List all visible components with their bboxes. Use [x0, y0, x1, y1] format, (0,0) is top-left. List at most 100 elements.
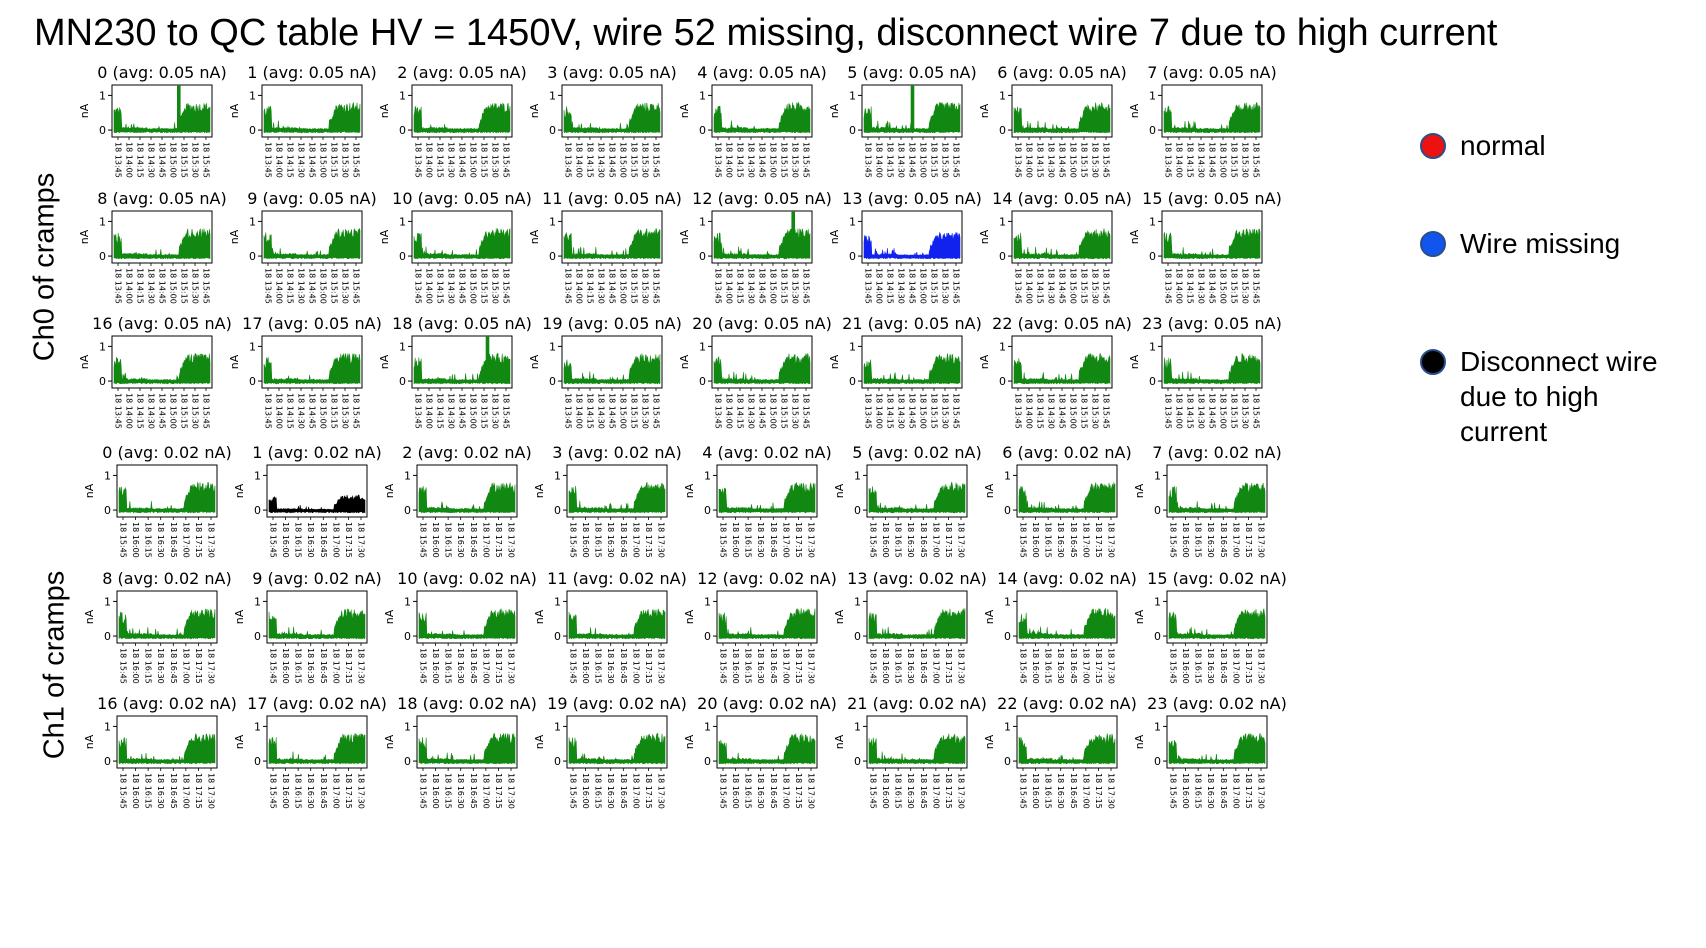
- x-tick-label: 18 15:15: [1080, 393, 1089, 429]
- series-trace: [568, 608, 666, 640]
- subplot-1-8: 8 (avg: 0.02 nA) 0 1 nA 18 15:45 18 16:00 18 1…: [83, 569, 232, 684]
- x-tick-label: 18 14:00: [425, 268, 434, 304]
- x-tick-label: 18 16:00: [581, 773, 590, 809]
- x-tick-label: 18 14:30: [297, 142, 306, 178]
- x-tick-label: 18 17:15: [1094, 773, 1103, 809]
- y-tick-label: 1: [254, 595, 261, 608]
- series-trace: [113, 353, 211, 385]
- subplot-1-18: 18 (avg: 0.02 nA) 0 1 nA 18 15:45 18 16:00 18 …: [383, 694, 537, 809]
- x-tick-label: 18 15:30: [641, 268, 650, 304]
- y-axis-label: nA: [78, 103, 91, 118]
- subplot-title: 21 (avg: 0.05 nA): [842, 314, 982, 333]
- x-tick-label: 18 17:30: [1107, 522, 1116, 558]
- y-tick-label: 1: [249, 215, 256, 228]
- y-axis-label: nA: [828, 229, 841, 244]
- x-tick-label: 18 13:45: [1014, 393, 1023, 429]
- subplot-1-11: 11 (avg: 0.02 nA) 0 1 nA 18 15:45 18 16:00 18 …: [533, 569, 687, 684]
- y-tick-label: 1: [1154, 720, 1161, 733]
- y-tick-label: 0: [399, 250, 406, 263]
- y-axis-label: nA: [383, 483, 396, 498]
- x-tick-label: 18 17:00: [781, 522, 790, 558]
- subplot-1-21: 21 (avg: 0.02 nA) 0 1 nA 18 15:45 18 16:00 18 …: [833, 694, 987, 809]
- x-tick-label: 18 15:00: [919, 393, 928, 429]
- y-tick-label: 1: [1004, 469, 1011, 482]
- x-tick-label: 18 17:15: [644, 522, 653, 558]
- series-trace: [568, 481, 666, 514]
- x-tick-label: 18 14:45: [758, 142, 767, 178]
- x-tick-label: 18 16:30: [306, 522, 315, 558]
- x-tick-label: 18 16:30: [156, 522, 165, 558]
- y-axis-label: nA: [533, 609, 546, 624]
- x-tick-label: 18 17:00: [481, 773, 490, 809]
- x-tick-label: 18 16:45: [919, 648, 928, 684]
- y-tick-label: 0: [99, 250, 106, 263]
- x-tick-label: 18 15:45: [419, 522, 428, 558]
- x-tick-label: 18 15:30: [1091, 393, 1100, 429]
- x-tick-label: 18 14:45: [908, 268, 917, 304]
- y-axis-label: nA: [78, 229, 91, 244]
- y-tick-label: 0: [104, 755, 111, 768]
- x-tick-label: 18 17:00: [481, 522, 490, 558]
- x-tick-label: 18 17:00: [931, 648, 940, 684]
- x-tick-label: 18 17:30: [357, 522, 366, 558]
- x-tick-label: 18 14:00: [1175, 142, 1184, 178]
- x-tick-label: 18 13:45: [714, 142, 723, 178]
- x-tick-label: 18 15:45: [202, 268, 211, 304]
- x-tick-label: 18 14:30: [897, 268, 906, 304]
- x-tick-label: 18 13:45: [564, 393, 573, 429]
- x-tick-label: 18 16:15: [744, 648, 753, 684]
- x-tick-label: 18 17:30: [357, 648, 366, 684]
- subplot-title: 2 (avg: 0.05 nA): [397, 63, 526, 82]
- x-tick-label: 18 15:15: [330, 268, 339, 304]
- subplot-1-1: 1 (avg: 0.02 nA) 0 1 nA 18 15:45 18 16:00 18 1…: [233, 443, 382, 558]
- x-tick-label: 18 14:45: [158, 142, 167, 178]
- y-axis-label: nA: [233, 609, 246, 624]
- x-tick-label: 18 15:30: [641, 393, 650, 429]
- x-tick-label: 18 13:45: [564, 142, 573, 178]
- x-tick-label: 18 15:30: [341, 393, 350, 429]
- y-tick-label: 0: [704, 504, 711, 517]
- series-trace: [563, 353, 661, 385]
- x-tick-label: 18 16:15: [294, 773, 303, 809]
- x-tick-label: 18 14:00: [875, 142, 884, 178]
- x-tick-label: 18 13:45: [1164, 268, 1173, 304]
- x-tick-label: 18 16:45: [769, 773, 778, 809]
- x-tick-label: 18 15:45: [869, 648, 878, 684]
- subplot-title: 4 (avg: 0.02 nA): [702, 443, 831, 462]
- y-axis-label: nA: [833, 483, 846, 498]
- y-tick-label: 0: [249, 375, 256, 388]
- x-tick-label: 18 16:30: [756, 522, 765, 558]
- y-tick-label: 1: [849, 89, 856, 102]
- subplot-title: 3 (avg: 0.02 nA): [552, 443, 681, 462]
- y-axis-label: nA: [233, 483, 246, 498]
- x-tick-label: 18 15:15: [1080, 142, 1089, 178]
- x-tick-label: 18 16:00: [431, 773, 440, 809]
- series-trace: [563, 102, 661, 134]
- x-tick-label: 18 16:45: [619, 648, 628, 684]
- subplot-title: 14 (avg: 0.02 nA): [997, 569, 1137, 588]
- x-tick-label: 18 17:30: [1107, 773, 1116, 809]
- subplot-1-4: 4 (avg: 0.02 nA) 0 1 nA 18 15:45 18 16:00 18 1…: [683, 443, 832, 558]
- x-tick-label: 18 17:00: [1231, 648, 1240, 684]
- x-tick-label: 18 13:45: [564, 268, 573, 304]
- x-tick-label: 18 16:45: [619, 522, 628, 558]
- x-tick-label: 18 17:30: [807, 648, 816, 684]
- x-tick-label: 18 14:00: [1175, 268, 1184, 304]
- y-tick-label: 1: [399, 215, 406, 228]
- subplot-title: 8 (avg: 0.05 nA): [97, 189, 226, 208]
- y-tick-label: 1: [854, 720, 861, 733]
- subplot-1-15: 15 (avg: 0.02 nA) 0 1 nA 18 15:45 18 16:00 18 …: [1133, 569, 1287, 684]
- y-tick-label: 1: [399, 340, 406, 353]
- x-tick-label: 18 16:30: [906, 773, 915, 809]
- subplot-title: 2 (avg: 0.02 nA): [402, 443, 531, 462]
- subplot-title: 15 (avg: 0.05 nA): [1142, 189, 1282, 208]
- y-tick-label: 0: [1149, 124, 1156, 137]
- x-tick-label: 18 15:00: [169, 393, 178, 429]
- x-tick-label: 18 15:45: [1019, 648, 1028, 684]
- x-tick-label: 18 14:15: [136, 268, 145, 304]
- x-tick-label: 18 16:45: [319, 648, 328, 684]
- x-tick-label: 18 14:15: [436, 393, 445, 429]
